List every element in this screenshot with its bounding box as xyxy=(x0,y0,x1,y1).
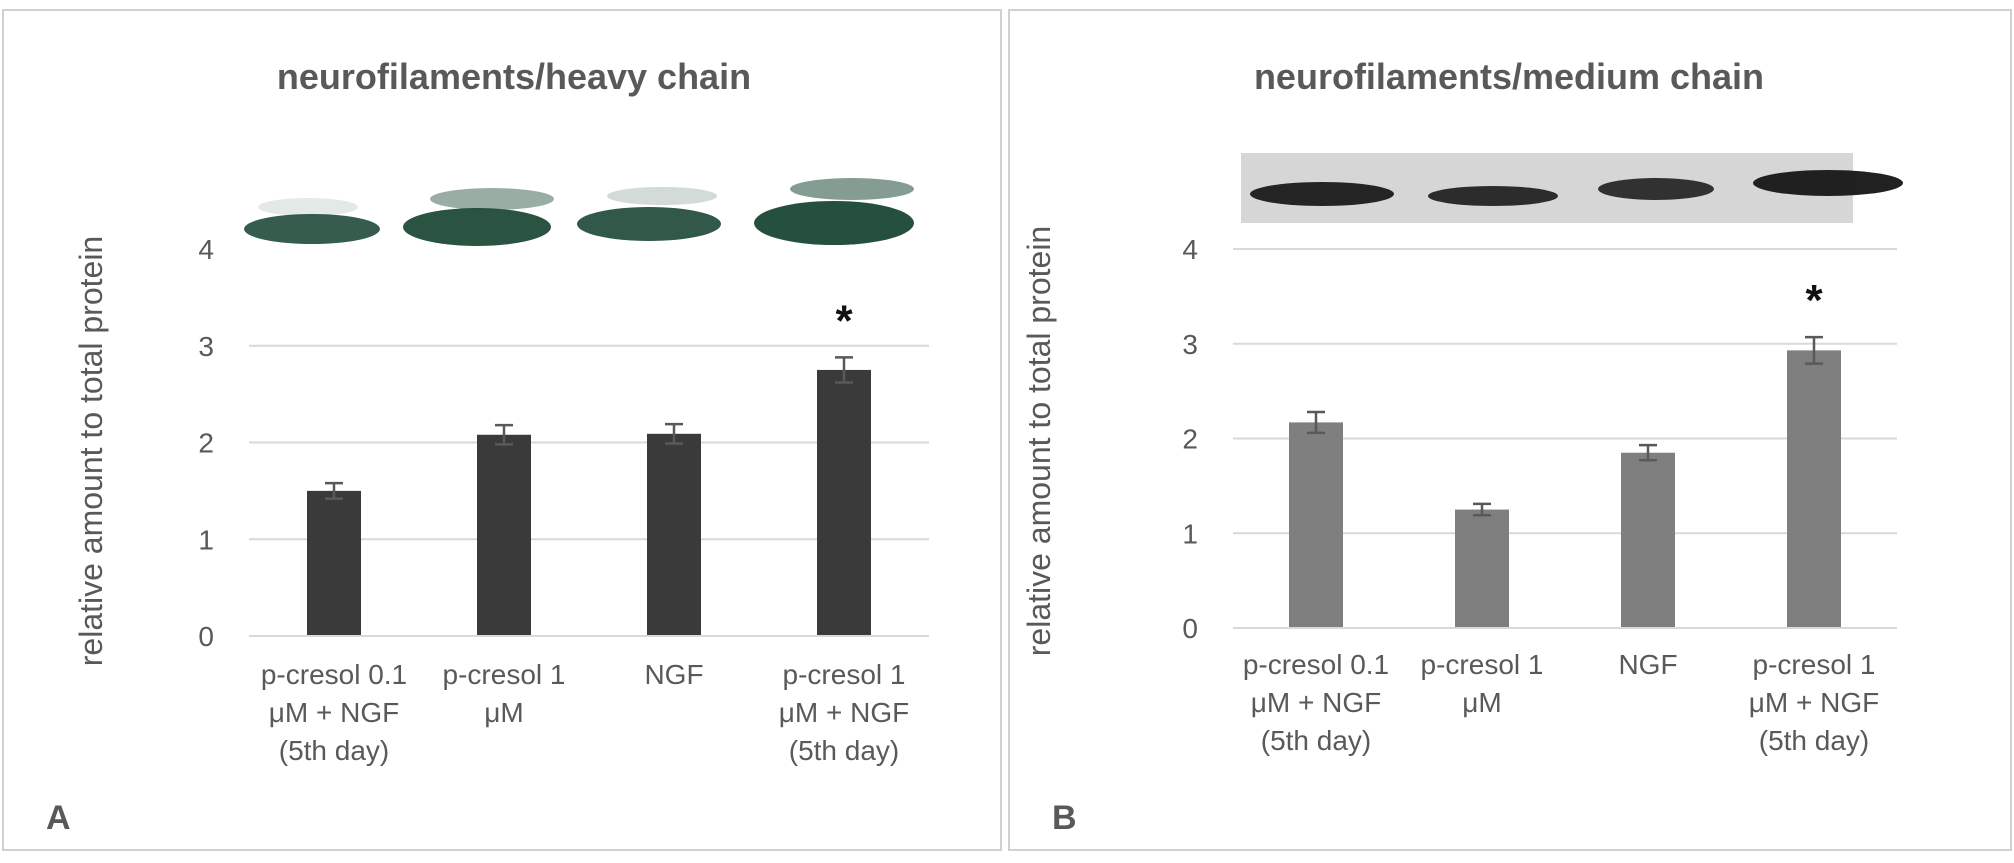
x-category-label: p-cresol 1 xyxy=(1421,649,1544,680)
x-category-label: (5th day) xyxy=(1759,725,1870,756)
bar xyxy=(1289,422,1343,628)
bar xyxy=(647,433,701,636)
x-category-label: p-cresol 1 xyxy=(443,659,566,690)
blot-band xyxy=(1250,182,1394,206)
y-axis-label: relative amount to total protein xyxy=(73,236,109,666)
chart-title: neurofilaments/medium chain xyxy=(1254,56,1764,97)
x-category-label: μM + NGF xyxy=(1251,687,1381,718)
x-category-label: μM + NGF xyxy=(779,697,909,728)
x-category-label: p-cresol 0.1 xyxy=(1243,649,1389,680)
x-category-label: (5th day) xyxy=(789,735,900,766)
y-axis-label: relative amount to total protein xyxy=(1021,226,1057,656)
chart-panel-b: neurofilaments/medium chain relative amou… xyxy=(1008,9,2012,851)
blot-band xyxy=(258,198,358,216)
panel-label: A xyxy=(46,799,71,837)
y-tick-label: 2 xyxy=(1182,424,1198,455)
blot-band xyxy=(430,188,554,210)
y-tick-label: 4 xyxy=(198,234,214,265)
x-category-label: μM + NGF xyxy=(269,697,399,728)
x-category-label: p-cresol 1 xyxy=(1753,649,1876,680)
x-category-label: (5th day) xyxy=(1261,725,1372,756)
western-blot-image xyxy=(1241,153,1903,223)
blot-band xyxy=(1598,178,1714,200)
x-category-label: NGF xyxy=(1618,649,1677,680)
y-tick-label: 2 xyxy=(198,428,214,459)
x-category-label: μM xyxy=(1462,687,1501,718)
x-category-label: p-cresol 0.1 xyxy=(261,659,407,690)
x-category-label: μM + NGF xyxy=(1749,687,1879,718)
bar xyxy=(1621,452,1675,628)
bar xyxy=(1787,350,1841,628)
bar xyxy=(307,490,361,636)
blot-band xyxy=(244,214,380,244)
y-tick-label: 0 xyxy=(198,621,214,652)
y-tick-label: 1 xyxy=(1182,518,1198,549)
blot-band xyxy=(607,187,717,205)
blot-band xyxy=(1753,170,1903,196)
chart-title: neurofilaments/heavy chain xyxy=(277,56,751,97)
x-category-label: (5th day) xyxy=(279,735,390,766)
bar xyxy=(1455,509,1509,628)
y-tick-label: 3 xyxy=(1182,329,1198,360)
x-category-label: p-cresol 1 xyxy=(783,659,906,690)
significance-marker: * xyxy=(1805,276,1823,325)
y-tick-label: 3 xyxy=(198,331,214,362)
bar-chart-medium-chain: neurofilaments/medium chain relative amou… xyxy=(1021,56,1903,756)
blot-band xyxy=(1428,186,1558,206)
bar-chart-heavy-chain: neurofilaments/heavy chain relative amoun… xyxy=(73,56,929,766)
bar xyxy=(477,434,531,636)
y-tick-label: 4 xyxy=(1182,234,1198,265)
y-tick-label: 1 xyxy=(198,524,214,555)
blot-band xyxy=(403,208,551,246)
x-category-label: μM xyxy=(484,697,523,728)
x-category-label: NGF xyxy=(644,659,703,690)
chart-panel-a: neurofilaments/heavy chain relative amoun… xyxy=(2,9,1002,851)
panel-label: B xyxy=(1052,799,1077,837)
y-tick-label: 0 xyxy=(1182,613,1198,644)
blot-band xyxy=(790,178,914,200)
significance-marker: * xyxy=(835,296,853,345)
western-blot-image xyxy=(244,178,914,246)
blot-band xyxy=(577,207,721,241)
bar xyxy=(817,369,871,636)
blot-band xyxy=(754,201,914,245)
